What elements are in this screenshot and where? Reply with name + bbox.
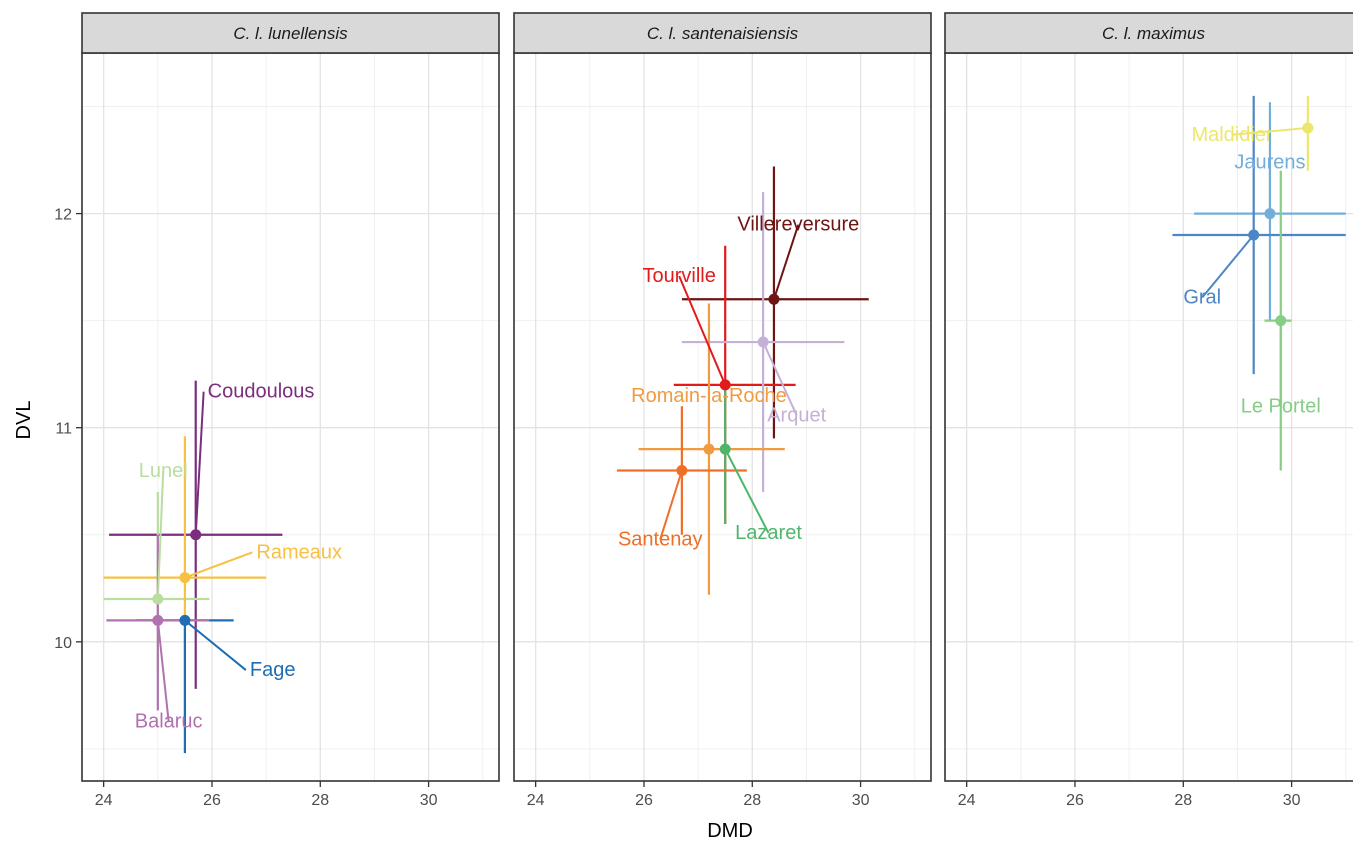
data-point (1248, 229, 1260, 241)
panel-background (945, 53, 1353, 781)
label-leader-line (156, 620, 170, 722)
x-tick-label: 26 (635, 792, 653, 809)
facet-title: C. l. santenaisiensis (647, 24, 799, 43)
x-tick-label: 28 (1174, 792, 1192, 809)
data-point (190, 529, 202, 541)
point-label: Romain-la-Roche (631, 385, 787, 407)
x-axis-title: DMD (707, 820, 753, 841)
point-label: Maldidier (1191, 124, 1272, 146)
point-label: Balaruc (135, 710, 203, 732)
data-point (152, 614, 164, 626)
point-label: Villereversure (737, 214, 859, 236)
panel-background (514, 53, 931, 781)
point-label: Rameaux (256, 541, 342, 563)
y-axis-title: DVL (13, 401, 35, 440)
data-point (1275, 315, 1287, 327)
facet-panels: Coudoulous Lunel Rameaux Fage Balaruc C. l. l… (54, 12, 1353, 809)
x-tick-label: 30 (1283, 792, 1301, 809)
data-point (179, 614, 191, 626)
data-point (1264, 208, 1276, 220)
point-label: Lazaret (735, 522, 802, 544)
facet-title: C. l. lunellensis (233, 24, 348, 43)
facet-strip (81, 12, 500, 54)
label-leader-line (678, 275, 727, 386)
y-tick-label: 12 (54, 207, 72, 224)
point-label: Coudoulous (208, 381, 315, 403)
facet-title: C. l. maximus (1102, 24, 1205, 43)
point-label: Santenay (618, 528, 703, 550)
data-point (703, 443, 715, 455)
facet-panel-3: Maldidier Jaurens Gral Le Portel C. l. maxim… (944, 12, 1353, 809)
label-leader-line (194, 391, 205, 535)
y-tick-label: 11 (55, 421, 72, 438)
point-label: Arquet (767, 404, 826, 426)
data-point (768, 293, 780, 305)
x-tick-label: 24 (958, 792, 976, 809)
label-leader-line (762, 341, 798, 416)
x-tick-label: 26 (203, 792, 221, 809)
label-leader-line (184, 619, 247, 671)
data-point (676, 465, 688, 477)
label-leader-line (772, 224, 800, 300)
point-label: Gral (1183, 287, 1221, 309)
point-label: Fage (250, 659, 296, 681)
facet-panel-1: Coudoulous Lunel Rameaux Fage Balaruc C. l. l… (54, 12, 500, 809)
point-label: Tourville (642, 265, 715, 287)
x-tick-label: 28 (743, 792, 761, 809)
x-tick-label: 28 (311, 792, 329, 809)
data-point (1302, 122, 1314, 134)
panel-background (82, 53, 499, 781)
facet-strip (513, 12, 932, 54)
x-tick-label: 24 (95, 792, 113, 809)
label-leader-line (724, 448, 770, 534)
point-label: Lunel (139, 460, 188, 482)
x-tick-label: 30 (852, 792, 870, 809)
point-label: Le Portel (1241, 396, 1321, 418)
label-leader-line (659, 470, 683, 540)
data-point (719, 443, 731, 455)
facet-panel-2: Villereversure Tourville ArquetRomain-la-R… (513, 12, 932, 809)
x-tick-label: 30 (420, 792, 438, 809)
data-point (152, 593, 164, 605)
data-point (179, 572, 191, 584)
label-leader-line (184, 551, 253, 579)
data-point (719, 379, 731, 391)
x-tick-label: 24 (527, 792, 545, 809)
label-leader-line (1201, 234, 1255, 299)
label-leader-line (156, 470, 165, 600)
x-tick-label: 26 (1066, 792, 1084, 809)
data-point (757, 336, 769, 348)
point-label: Jaurens (1234, 152, 1305, 174)
label-leader-line (1231, 126, 1308, 136)
facet-strip (944, 12, 1353, 54)
y-tick-label: 10 (54, 635, 72, 652)
